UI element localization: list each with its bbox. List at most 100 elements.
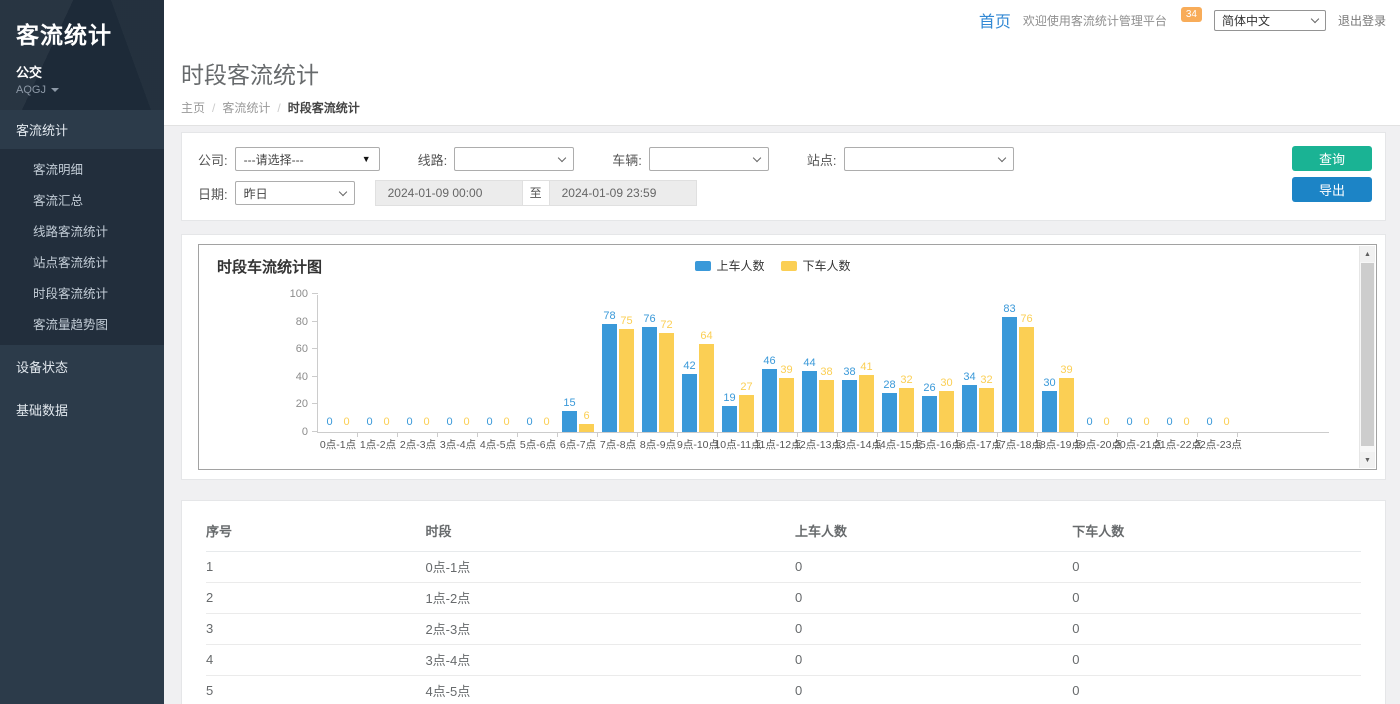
logout-link[interactable]: 退出登录 <box>1338 12 1386 29</box>
chart-category: 005点-6点 <box>518 294 558 432</box>
sidebar-section[interactable]: 基础数据 <box>0 388 164 431</box>
brand-area: 客流统计 公交 AQGJ <box>0 0 164 110</box>
org-code-dropdown[interactable]: AQGJ <box>16 84 148 96</box>
legend-label: 上车人数 <box>716 257 764 274</box>
sidebar-item[interactable]: 客流明细 <box>0 153 164 184</box>
chart-bar[interactable] <box>962 385 977 432</box>
y-axis-tick-label: 60 <box>218 343 308 355</box>
table-cell: 0 <box>1072 583 1361 614</box>
table-cell: 5 <box>206 676 425 704</box>
chart-bar[interactable] <box>842 380 857 432</box>
scroll-down-icon[interactable]: ▼ <box>1360 452 1375 468</box>
sidebar-submenu: 客流明细客流汇总线路客流统计站点客流统计时段客流统计客流量趋势图 <box>0 149 164 345</box>
sidebar-item[interactable]: 客流汇总 <box>0 184 164 215</box>
legend-label: 下车人数 <box>803 257 851 274</box>
chart-bar[interactable] <box>802 371 817 432</box>
line-select[interactable] <box>454 147 574 171</box>
chart-bar[interactable] <box>682 374 697 432</box>
chart-bar[interactable] <box>779 378 794 432</box>
topbar: 首页 欢迎使用客流统计管理平台 34 简体中文 退出登录 <box>164 0 1400 40</box>
scrollbar-thumb[interactable] <box>1361 263 1374 446</box>
welcome-text: 欢迎使用客流统计管理平台 <box>1023 12 1167 29</box>
scroll-up-icon[interactable]: ▲ <box>1360 246 1375 262</box>
legend-swatch <box>694 261 710 271</box>
sidebar-sections: 设备状态基础数据 <box>0 345 164 431</box>
chart-category: 463911点-12点 <box>758 294 798 432</box>
company-select-value: ---请选择--- <box>244 151 304 168</box>
chart-bar[interactable] <box>762 369 777 432</box>
breadcrumb-item[interactable]: 客流统计 <box>222 99 270 116</box>
table-row: 21点-2点00 <box>206 583 1361 614</box>
chart-bar[interactable] <box>619 329 634 433</box>
chart-bar[interactable] <box>602 324 617 432</box>
chart-bar[interactable] <box>979 388 994 432</box>
legend-item[interactable]: 下车人数 <box>781 257 851 274</box>
chevron-down-icon <box>558 153 566 161</box>
chart-category: 0019点-20点 <box>1078 294 1118 432</box>
dropdown-arrow-icon: ▼ <box>362 154 371 164</box>
table-row: 10点-1点00 <box>206 552 1361 583</box>
date-to-input[interactable]: 2024-01-09 23:59 <box>549 180 697 206</box>
station-filter: 站点: <box>807 147 1014 171</box>
date-preset-value: 昨日 <box>244 185 268 202</box>
chart-category: 002点-3点 <box>398 294 438 432</box>
notification-badge[interactable]: 34 <box>1181 7 1202 22</box>
chart-bar[interactable] <box>939 391 954 432</box>
sidebar-item[interactable]: 时段客流统计 <box>0 277 164 308</box>
table-cell: 2 <box>206 583 425 614</box>
chart-bar[interactable] <box>922 396 937 432</box>
main-area: 首页 欢迎使用客流统计管理平台 34 简体中文 退出登录 时段客流统计 主页/客… <box>164 0 1400 704</box>
breadcrumb-item[interactable]: 主页 <box>181 99 205 116</box>
date-to-label: 至 <box>523 180 549 206</box>
language-select[interactable]: 简体中文 <box>1214 10 1326 31</box>
chart-box: 时段车流统计图 上车人数下车人数 020406080100000点-1点001点… <box>198 244 1377 470</box>
vehicle-select[interactable] <box>649 147 769 171</box>
chart-category: 837617点-18点 <box>998 294 1038 432</box>
x-axis-label: 5点-6点 <box>520 437 556 452</box>
company-select[interactable]: ---请选择--- ▼ <box>235 147 380 171</box>
chart-bar[interactable] <box>659 333 674 432</box>
chart-bar[interactable] <box>722 406 737 432</box>
chart-category: 001点-2点 <box>358 294 398 432</box>
app-root: 客流统计 公交 AQGJ 客流统计 客流明细客流汇总线路客流统计站点客流统计时段… <box>0 0 1400 704</box>
sidebar-nav: 客流统计 客流明细客流汇总线路客流统计站点客流统计时段客流统计客流量趋势图 设备… <box>0 110 164 431</box>
chart-bar[interactable] <box>579 424 594 432</box>
station-label: 站点: <box>807 150 837 169</box>
date-from-input[interactable]: 2024-01-09 00:00 <box>375 180 523 206</box>
chart-bar[interactable] <box>899 388 914 432</box>
chart-legend: 上车人数 下车人数 <box>694 257 850 274</box>
chart-bar[interactable] <box>699 344 714 432</box>
chart-bar[interactable] <box>819 380 834 432</box>
chevron-down-icon <box>753 153 761 161</box>
chart-scrollbar[interactable]: ▲ ▼ <box>1359 246 1375 468</box>
chart-bar[interactable] <box>882 393 897 432</box>
sidebar-item[interactable]: 线路客流统计 <box>0 215 164 246</box>
export-button[interactable]: 导出 <box>1292 177 1372 202</box>
table-header-cell: 上车人数 <box>795 511 1072 552</box>
sidebar-item[interactable]: 客流量趋势图 <box>0 308 164 339</box>
sidebar-section[interactable]: 设备状态 <box>0 345 164 388</box>
legend-item[interactable]: 上车人数 <box>694 257 764 274</box>
chevron-down-icon <box>338 187 346 195</box>
date-preset-select[interactable]: 昨日 <box>235 181 355 205</box>
chart-category: 283214点-15点 <box>878 294 918 432</box>
chart-bar[interactable] <box>1002 317 1017 432</box>
query-button[interactable]: 查询 <box>1292 146 1372 171</box>
chart-bar[interactable] <box>642 327 657 432</box>
chart-bar[interactable] <box>859 375 874 432</box>
chart-panel: 时段车流统计图 上车人数下车人数 020406080100000点-1点001点… <box>181 234 1386 480</box>
chart-bar[interactable] <box>1019 327 1034 432</box>
x-axis-label: 6点-7点 <box>560 437 596 452</box>
table-cell: 0 <box>1072 676 1361 704</box>
chart-bar[interactable] <box>1059 378 1074 432</box>
content: 公司: ---请选择--- ▼ 线路: 车辆 <box>164 126 1400 704</box>
chart-bar[interactable] <box>1042 391 1057 432</box>
home-link[interactable]: 首页 <box>979 8 1011 32</box>
sidebar-item[interactable]: 站点客流统计 <box>0 246 164 277</box>
chart-bar[interactable] <box>739 395 754 432</box>
y-axis-tick-label: 100 <box>218 288 308 300</box>
chart-title: 时段车流统计图 <box>217 256 322 277</box>
station-select[interactable] <box>844 147 1014 171</box>
sidebar-section-passenger-stats[interactable]: 客流统计 <box>0 110 164 149</box>
chart-category: 42649点-10点 <box>678 294 718 432</box>
